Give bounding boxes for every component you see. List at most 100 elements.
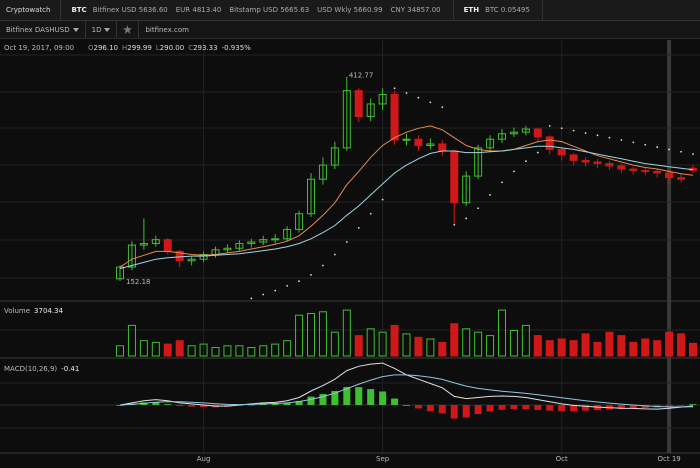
- price: 5636.60: [138, 6, 168, 14]
- volume-bar: [521, 324, 530, 357]
- macd-histogram-bar: [331, 391, 339, 405]
- volume-bar: [175, 340, 184, 357]
- month-line: [203, 40, 205, 453]
- macd-line: [119, 362, 694, 410]
- macd-histogram-bar: [379, 391, 387, 405]
- month-line: [561, 40, 563, 453]
- candle-body: [557, 148, 566, 156]
- sar-dot: [596, 134, 599, 137]
- sar-dot: [501, 181, 503, 184]
- macd-histogram-bar: [259, 403, 267, 405]
- sar-dot: [477, 207, 480, 210]
- sar-dot: [453, 223, 456, 226]
- volume-bar: [665, 331, 674, 357]
- readout-value: 296.10: [94, 44, 119, 52]
- macd-histogram-bar: [498, 405, 506, 410]
- macd-histogram-bar: [689, 404, 697, 405]
- macd-histogram-bar: [414, 405, 422, 409]
- candle-body: [139, 243, 148, 246]
- macd-value: -0.41: [61, 365, 79, 373]
- readout: O296.10 H299.99 L290.00 C293.33 -0.935%: [88, 44, 251, 52]
- month-line: [382, 40, 384, 453]
- candle-body: [498, 133, 506, 140]
- candle-body: [569, 154, 578, 161]
- candle-body: [235, 243, 244, 249]
- macd-histogram-bar: [522, 405, 530, 410]
- favorite[interactable]: [117, 21, 140, 38]
- candle-body: [307, 178, 315, 215]
- macd-histogram-bar: [426, 405, 434, 412]
- macd-histogram-bar: [283, 402, 291, 405]
- brand[interactable]: Cryptowatch: [0, 0, 62, 20]
- volume-bar: [378, 331, 387, 357]
- volume-bar: [605, 331, 614, 357]
- quote[interactable]: Bitfinex USD 5636.60: [93, 6, 176, 14]
- volume-bar: [569, 340, 578, 357]
- candle-body: [617, 165, 626, 170]
- quote[interactable]: Bitstamp USD 5665.63: [229, 6, 317, 14]
- macd-histogram-bar: [152, 402, 160, 405]
- readout-key: O: [88, 44, 94, 52]
- volume-bar: [330, 331, 339, 357]
- price: 5660.99: [353, 6, 383, 14]
- market: CNY: [390, 6, 405, 14]
- panel-separators: [0, 300, 700, 454]
- sar-dot: [286, 284, 289, 287]
- candle-body: [127, 244, 136, 268]
- exchange-link[interactable]: bitfinex.com: [139, 21, 194, 38]
- period-select[interactable]: 1D: [86, 21, 118, 38]
- readout-date: Oct 19, 2017, 09:00: [4, 44, 74, 52]
- volume-bar: [199, 343, 208, 357]
- symbol[interactable]: ETH: [463, 6, 480, 14]
- macd-histogram-bar: [176, 405, 184, 407]
- market-select[interactable]: Bitfinex DASHUSD: [0, 21, 86, 38]
- volume-title: Volume: [4, 307, 30, 315]
- candle-body: [593, 161, 602, 165]
- volume-bar: [187, 345, 196, 357]
- sar-dot: [441, 106, 444, 108]
- volume-bar: [390, 324, 399, 357]
- quote[interactable]: BTC 0.05495: [485, 6, 538, 14]
- readout-value: 290.00: [160, 44, 185, 52]
- macd-histogram-bar: [391, 398, 399, 405]
- signal-line: [119, 374, 694, 408]
- volume-bar: [629, 341, 638, 357]
- symbol[interactable]: BTC: [71, 6, 87, 14]
- volume-bar: [533, 335, 542, 357]
- sar-dot: [381, 198, 384, 201]
- volume-bar: [545, 340, 554, 357]
- quote[interactable]: EUR 4813.40: [176, 6, 230, 14]
- volume-bar: [307, 313, 315, 357]
- x-tick-label: Oct: [556, 455, 568, 463]
- volume-bar: [127, 324, 136, 357]
- sar-dot: [572, 129, 575, 132]
- macd-histogram-bar: [200, 405, 208, 408]
- volume-bar: [426, 338, 435, 357]
- volume-bar: [474, 331, 483, 357]
- macd-histogram-bar: [665, 405, 673, 407]
- market: USD Wkly: [317, 6, 352, 14]
- volume-bar: [641, 338, 650, 357]
- volume-bar: [677, 333, 686, 357]
- volume-bar: [498, 309, 506, 357]
- candle-body: [509, 131, 518, 135]
- candle-body: [330, 147, 339, 166]
- quote[interactable]: USD Wkly 5660.99: [317, 6, 390, 14]
- market: EUR: [175, 6, 191, 14]
- toolbar: Bitfinex DASHUSD 1D bitfinex.com: [0, 21, 700, 39]
- volume-bar: [318, 311, 327, 357]
- volume-label: Volume 3704.34: [4, 307, 64, 315]
- candle-body: [402, 138, 411, 141]
- price: 4813.40: [192, 6, 222, 14]
- quote[interactable]: CNY 34857.00: [391, 6, 449, 14]
- sar-dot: [692, 153, 694, 156]
- price: 0.05495: [500, 6, 530, 14]
- volume-bar: [462, 328, 471, 357]
- sar-dot: [465, 217, 468, 220]
- volume-bar: [438, 341, 447, 357]
- candle-body: [283, 228, 292, 240]
- candle-body: [295, 213, 304, 230]
- sar-dot: [298, 280, 300, 283]
- sar-dot: [333, 253, 336, 256]
- ticker-group: ETH BTC 0.05495: [454, 0, 543, 20]
